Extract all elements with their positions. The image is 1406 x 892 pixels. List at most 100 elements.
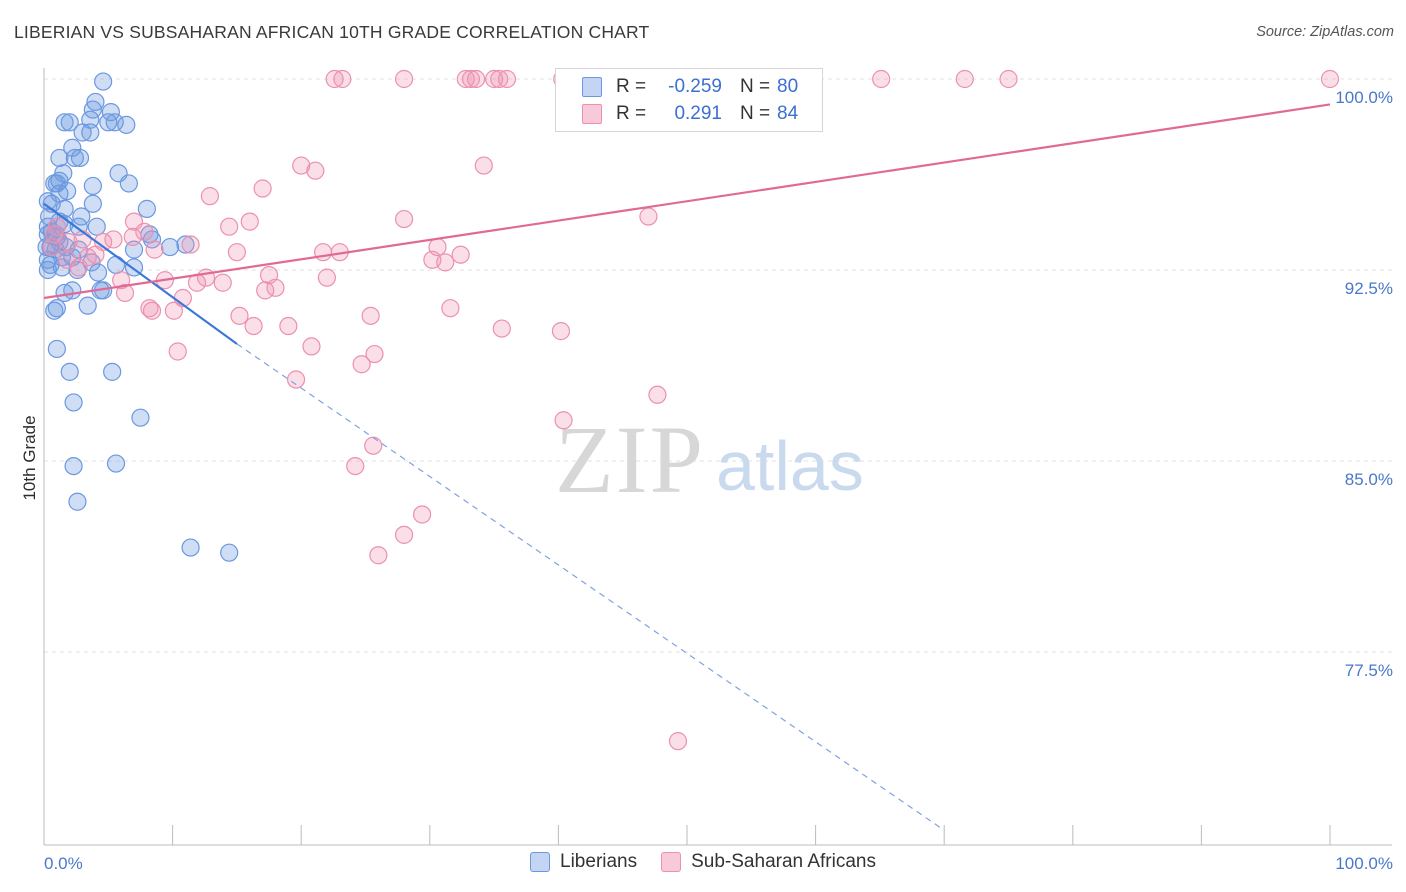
data-point: [394, 209, 414, 229]
x-tick-label: 0.0%: [44, 854, 83, 873]
data-point: [394, 525, 414, 544]
gridlines: [44, 78, 1392, 653]
data-point: [394, 69, 414, 89]
data-point: [123, 227, 142, 246]
data-point: [361, 306, 380, 325]
data-point: [87, 217, 106, 236]
data-point: [45, 301, 64, 320]
bottom-legend: Liberians Sub-Saharan Africans: [0, 851, 1406, 873]
data-point: [81, 123, 100, 142]
tick-labels: 77.5% 85.0% 92.5% 100.0% 0.0% 100.0%: [44, 88, 1393, 873]
data-point: [302, 337, 321, 356]
bottom-legend-label: Liberians: [560, 851, 638, 872]
data-point: [60, 362, 79, 381]
x-tick-label: 100.0%: [1335, 854, 1393, 873]
data-point: [648, 385, 667, 404]
data-point: [333, 69, 352, 89]
bottom-legend-swatch-liberians: [530, 852, 551, 872]
data-point: [253, 179, 272, 198]
data-point: [47, 339, 66, 359]
data-point: [38, 260, 57, 280]
data-point: [94, 72, 113, 91]
data-point: [63, 281, 82, 300]
bottom-legend-swatch-subsaharan: [661, 852, 682, 872]
data-point: [104, 230, 123, 249]
data-point: [279, 316, 298, 336]
data-point: [551, 322, 571, 341]
bottom-legend-subsaharan: Sub-Saharan Africans: [661, 851, 876, 873]
legend-box: R = -0.259 N = 80 R = 0.291 N = 84: [555, 68, 823, 132]
bottom-legend-label: Sub-Saharan Africans: [691, 851, 876, 872]
data-point: [168, 342, 187, 361]
data-point: [115, 283, 135, 303]
data-point: [244, 316, 263, 336]
data-point: [42, 222, 61, 241]
trend-line-subsaharan: [43, 103, 1331, 300]
data-point: [83, 194, 102, 213]
legend-swatch-subsaharan: [582, 104, 602, 124]
legend-n-value: 80: [777, 76, 799, 97]
data-point: [83, 176, 102, 196]
data-point: [213, 273, 232, 292]
watermark-zip: ZIP: [555, 406, 705, 513]
data-point: [106, 454, 126, 473]
y-tick-label: 100.0%: [1335, 88, 1393, 107]
data-point: [200, 187, 219, 206]
data-point: [137, 199, 156, 218]
data-point: [70, 148, 90, 168]
data-point: [451, 245, 470, 264]
data-point: [466, 69, 486, 89]
legend-row-subsaharan: R = 0.291 N = 84: [582, 102, 798, 126]
data-point: [227, 243, 246, 262]
data-point: [317, 268, 337, 287]
data-point: [59, 232, 78, 252]
data-point: [103, 362, 122, 381]
data-point: [492, 319, 511, 338]
data-point: [64, 393, 83, 412]
data-point: [176, 235, 195, 254]
data-point: [78, 296, 97, 315]
series-liberians: [37, 72, 239, 562]
legend-swatch-liberians: [582, 77, 602, 97]
data-point: [485, 69, 504, 89]
data-point: [73, 123, 92, 142]
y-tick-label: 85.0%: [1345, 470, 1393, 489]
data-point: [47, 299, 66, 318]
data-point: [50, 148, 69, 168]
data-point: [99, 113, 118, 132]
data-point: [88, 263, 108, 282]
data-point: [352, 355, 371, 374]
data-point: [668, 732, 688, 751]
legend-n-label: N =: [740, 103, 771, 124]
data-point: [220, 217, 239, 236]
data-point: [412, 505, 432, 524]
data-point: [497, 69, 517, 89]
data-point: [63, 248, 82, 267]
data-point: [436, 253, 455, 272]
legend-n-label: N =: [740, 76, 771, 97]
data-point: [50, 171, 69, 190]
source-label: Source: ZipAtlas.com: [1256, 24, 1394, 40]
data-point: [142, 301, 162, 320]
data-point: [220, 543, 239, 562]
data-point: [313, 243, 333, 262]
legend-r-label: R =: [616, 76, 647, 97]
data-point: [461, 69, 481, 89]
data-point: [64, 456, 83, 476]
data-point: [181, 235, 200, 254]
data-point: [42, 237, 61, 257]
data-point: [1320, 69, 1340, 89]
data-point: [119, 174, 138, 193]
data-point: [364, 436, 383, 455]
data-point: [105, 113, 124, 132]
data-point: [164, 301, 183, 320]
data-point: [135, 222, 154, 241]
data-point: [68, 492, 87, 511]
data-point: [78, 248, 97, 267]
data-point: [286, 370, 306, 389]
data-point: [369, 546, 388, 565]
data-point: [441, 299, 460, 318]
legend-r-label: R =: [616, 103, 647, 124]
data-point: [181, 538, 200, 557]
data-point: [456, 69, 475, 89]
